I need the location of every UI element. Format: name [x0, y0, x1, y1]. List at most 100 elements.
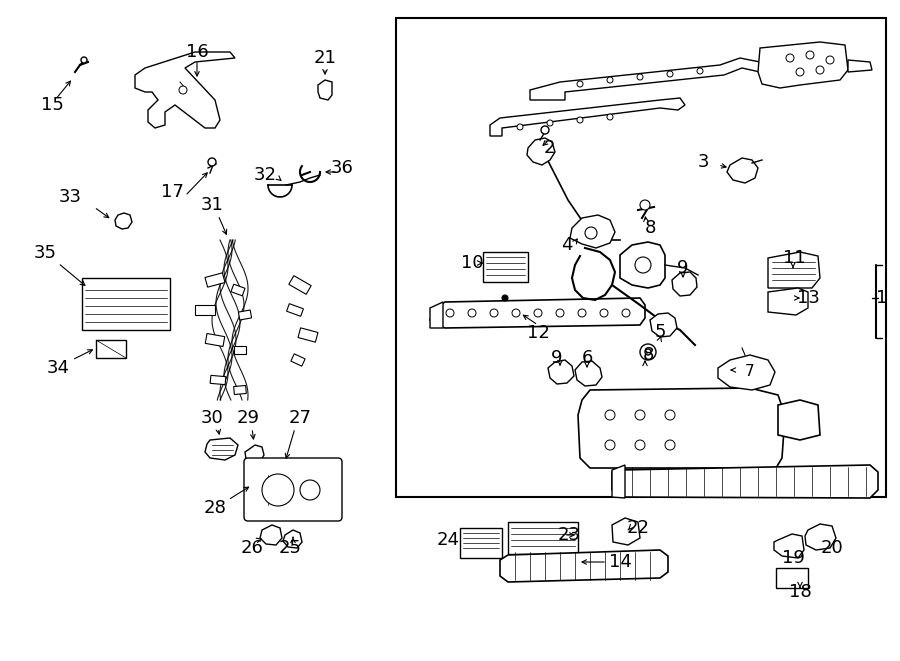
Text: 9: 9 — [677, 259, 688, 277]
Polygon shape — [848, 60, 872, 72]
Text: 8: 8 — [643, 346, 653, 364]
Polygon shape — [718, 355, 775, 390]
Polygon shape — [289, 276, 311, 294]
Circle shape — [468, 309, 476, 317]
Polygon shape — [205, 438, 238, 460]
Bar — [96, 340, 126, 358]
Circle shape — [578, 309, 586, 317]
Circle shape — [605, 440, 615, 450]
Circle shape — [637, 74, 643, 80]
Polygon shape — [430, 302, 443, 328]
Circle shape — [806, 51, 814, 59]
Polygon shape — [612, 465, 878, 498]
Circle shape — [607, 77, 613, 83]
Circle shape — [556, 309, 564, 317]
Circle shape — [490, 309, 498, 317]
Text: 10: 10 — [461, 254, 483, 272]
Polygon shape — [430, 298, 645, 328]
Polygon shape — [234, 385, 247, 395]
Polygon shape — [245, 445, 264, 463]
Bar — [460, 528, 502, 558]
Text: 29: 29 — [237, 409, 259, 427]
FancyBboxPatch shape — [244, 458, 342, 521]
Text: 30: 30 — [201, 409, 223, 427]
Text: 4: 4 — [562, 236, 572, 254]
Text: 15: 15 — [40, 96, 63, 114]
Circle shape — [600, 309, 608, 317]
Polygon shape — [490, 98, 685, 136]
Circle shape — [534, 309, 542, 317]
Text: 25: 25 — [278, 539, 302, 557]
Circle shape — [635, 257, 651, 273]
Polygon shape — [238, 310, 252, 320]
Text: 26: 26 — [240, 539, 264, 557]
Text: 11: 11 — [783, 249, 806, 267]
Polygon shape — [727, 158, 758, 183]
Circle shape — [585, 227, 597, 239]
Circle shape — [300, 480, 320, 500]
Polygon shape — [135, 52, 235, 128]
Polygon shape — [672, 272, 697, 296]
Polygon shape — [774, 534, 804, 558]
Text: 5: 5 — [654, 323, 666, 341]
Polygon shape — [612, 465, 625, 498]
Polygon shape — [205, 334, 225, 346]
Circle shape — [607, 114, 613, 120]
Polygon shape — [578, 388, 785, 468]
Circle shape — [786, 54, 794, 62]
Circle shape — [208, 158, 216, 166]
Text: 14: 14 — [608, 553, 632, 571]
Polygon shape — [650, 313, 677, 337]
Text: 23: 23 — [557, 526, 580, 544]
Circle shape — [541, 126, 549, 134]
Circle shape — [577, 81, 583, 87]
Text: 12: 12 — [526, 324, 549, 342]
Text: 20: 20 — [821, 539, 843, 557]
Text: 31: 31 — [201, 196, 223, 214]
Circle shape — [665, 440, 675, 450]
Text: 2: 2 — [544, 139, 554, 157]
Circle shape — [796, 68, 804, 76]
Circle shape — [512, 309, 520, 317]
Bar — [82, 278, 170, 330]
Text: 32: 32 — [254, 166, 276, 184]
Circle shape — [697, 68, 703, 74]
Polygon shape — [778, 400, 820, 440]
Text: 9: 9 — [551, 349, 562, 367]
Text: 7: 7 — [745, 364, 755, 379]
Text: 34: 34 — [47, 359, 69, 377]
Text: 24: 24 — [436, 531, 460, 549]
Text: 17: 17 — [160, 183, 184, 201]
Text: 13: 13 — [796, 289, 819, 307]
Bar — [396, 18, 886, 497]
Polygon shape — [318, 80, 332, 100]
Text: 33: 33 — [58, 188, 82, 206]
Polygon shape — [758, 42, 848, 88]
Text: 21: 21 — [313, 49, 337, 67]
Text: 19: 19 — [781, 549, 805, 567]
Circle shape — [622, 309, 630, 317]
Circle shape — [665, 410, 675, 420]
Bar — [776, 568, 808, 588]
Circle shape — [635, 410, 645, 420]
Polygon shape — [570, 215, 615, 248]
Text: 8: 8 — [644, 219, 656, 237]
Polygon shape — [234, 346, 246, 354]
Circle shape — [577, 117, 583, 123]
Text: 3: 3 — [698, 153, 709, 171]
Polygon shape — [231, 284, 245, 296]
Circle shape — [826, 56, 834, 64]
Polygon shape — [527, 138, 555, 165]
Text: 16: 16 — [185, 43, 209, 61]
Polygon shape — [530, 58, 760, 100]
Polygon shape — [620, 242, 665, 288]
Polygon shape — [298, 328, 318, 342]
Polygon shape — [211, 375, 226, 385]
Text: 36: 36 — [330, 159, 354, 177]
Polygon shape — [115, 213, 132, 229]
Polygon shape — [205, 273, 225, 287]
Bar — [508, 522, 578, 554]
Polygon shape — [291, 354, 305, 366]
Circle shape — [640, 200, 650, 210]
Text: 1: 1 — [877, 289, 887, 307]
